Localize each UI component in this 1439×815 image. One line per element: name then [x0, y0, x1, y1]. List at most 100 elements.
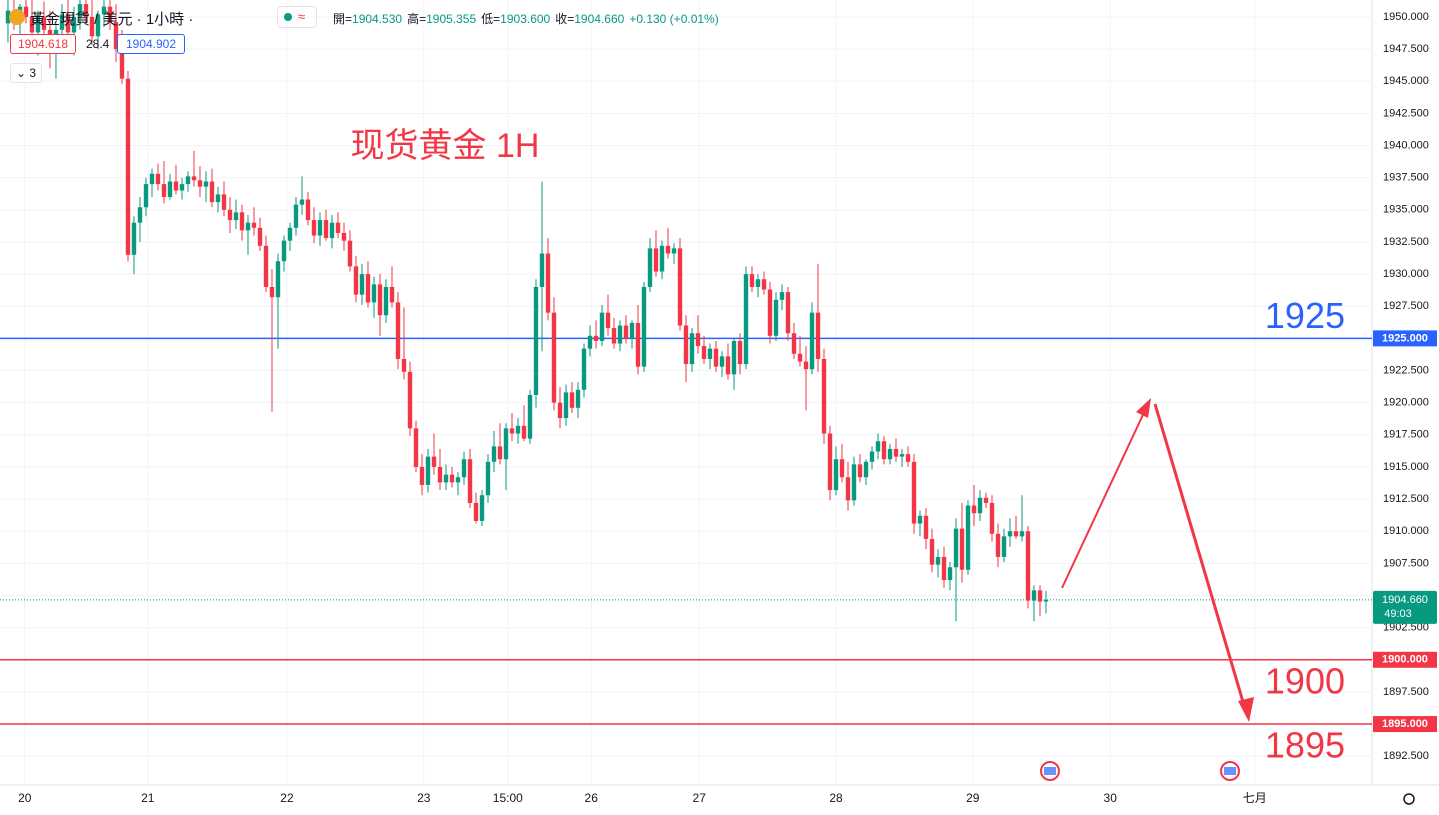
- arrow-up-line: [1061, 403, 1149, 589]
- level-price-tag: [1373, 651, 1437, 668]
- candle-body: [179, 184, 185, 191]
- ohlc-label: 低=: [481, 12, 501, 26]
- candle-body: [785, 292, 791, 334]
- candle-body: [41, 16, 47, 30]
- candle-body: [1031, 590, 1037, 601]
- candle-body: [341, 232, 347, 241]
- spread: 28.4: [86, 37, 110, 51]
- y-tick-label: 1910.000: [1383, 525, 1429, 537]
- x-tick-label: 28: [829, 791, 843, 805]
- y-tick-label: 1937.500: [1383, 172, 1429, 184]
- ohlc-change: +0.130 (+0.01%): [629, 12, 719, 26]
- level-annotation: 1900: [1265, 660, 1345, 701]
- candle-body: [449, 474, 455, 483]
- candle-body: [65, 14, 71, 33]
- candle-body: [977, 497, 983, 514]
- candle-body: [941, 556, 947, 581]
- candle-body: [275, 261, 281, 298]
- candle-body: [797, 353, 803, 362]
- ohlc-label: 高=: [407, 12, 427, 26]
- candle-body: [71, 16, 77, 33]
- candle-body: [971, 505, 977, 514]
- candle-body: [431, 456, 437, 467]
- candle-body: [995, 533, 1001, 557]
- candle-body: [29, 16, 35, 33]
- candle-body: [683, 325, 689, 365]
- candle-body: [227, 209, 233, 221]
- candle-body: [419, 466, 425, 485]
- candle-body: [119, 49, 125, 79]
- candle-body: [605, 312, 611, 329]
- event-flags: [1040, 761, 1240, 781]
- flag-icon: [1044, 767, 1056, 775]
- y-tick-label: 1915.000: [1383, 461, 1429, 473]
- candle-body: [215, 194, 221, 203]
- y-tick-label: 1892.500: [1383, 750, 1429, 762]
- candle-body: [377, 284, 383, 316]
- candle-body: [221, 194, 227, 210]
- candle-body: [167, 181, 173, 197]
- candle-body: [719, 356, 725, 367]
- candles: [5, 0, 1049, 622]
- candle-body: [263, 245, 269, 287]
- level-annotation: 1895: [1265, 725, 1345, 766]
- levels: 1925 1900 1895: [0, 295, 1372, 766]
- y-tick-label: 1927.500: [1383, 300, 1429, 312]
- settings-icon[interactable]: [1403, 793, 1415, 805]
- buy-button[interactable]: 1904.902: [117, 34, 185, 54]
- level-price-label: 1925.000: [1382, 332, 1428, 344]
- status-pill[interactable]: ≈: [277, 6, 317, 28]
- chevron: ⌄: [15, 66, 30, 80]
- candle-body: [839, 459, 845, 478]
- candle-body: [641, 286, 647, 367]
- symbol-title[interactable]: 黃金現貨 / 美元 · 1小時 ·: [30, 11, 194, 28]
- y-tick-label: 1907.500: [1383, 557, 1429, 569]
- candle-body: [527, 394, 533, 439]
- candle-body: [95, 14, 101, 37]
- candle-body: [83, 4, 89, 17]
- candle-body: [161, 184, 167, 197]
- sell-button[interactable]: 1904.618: [10, 34, 76, 54]
- candle-body: [767, 289, 773, 336]
- candle-body: [455, 477, 461, 483]
- arrow-up-head: [1136, 398, 1151, 418]
- candle-body: [467, 459, 473, 503]
- indicators-toggle[interactable]: ⌄ 3: [10, 63, 42, 83]
- candle-body: [149, 173, 155, 185]
- candle-body: [911, 461, 917, 524]
- last-price-label: 1904.660: [1382, 594, 1428, 606]
- candle-body: [461, 459, 467, 478]
- x-tick-label: 29: [966, 791, 980, 805]
- candle-body: [1013, 531, 1019, 537]
- x-tick-label: 23: [417, 791, 431, 805]
- candle-body: [317, 220, 323, 236]
- candle-body: [281, 240, 287, 262]
- candle-body: [413, 428, 419, 467]
- candle-body: [893, 448, 899, 457]
- candle-body: [515, 425, 521, 434]
- candle-body: [1043, 599, 1049, 602]
- candle-body: [593, 335, 599, 341]
- candle-body: [623, 325, 629, 339]
- candle-body: [101, 6, 107, 15]
- candle-body: [473, 502, 479, 521]
- candle-body: [269, 286, 275, 298]
- candle-body: [653, 248, 659, 272]
- candle-body: [329, 222, 335, 239]
- candle-body: [629, 322, 635, 339]
- candle-body: [395, 302, 401, 359]
- y-tick-label: 1942.500: [1383, 107, 1429, 119]
- y-tick-label: 1897.500: [1383, 686, 1429, 698]
- candle-body: [749, 274, 755, 287]
- candle-body: [905, 454, 911, 462]
- candle-body: [257, 227, 263, 246]
- candle-body: [347, 240, 353, 267]
- candle-body: [647, 248, 653, 287]
- candle-body: [191, 176, 197, 181]
- candle-body: [791, 333, 797, 354]
- ohlc-value: 1905.355: [426, 12, 477, 26]
- candle-body: [533, 286, 539, 395]
- candle-body: [851, 464, 857, 501]
